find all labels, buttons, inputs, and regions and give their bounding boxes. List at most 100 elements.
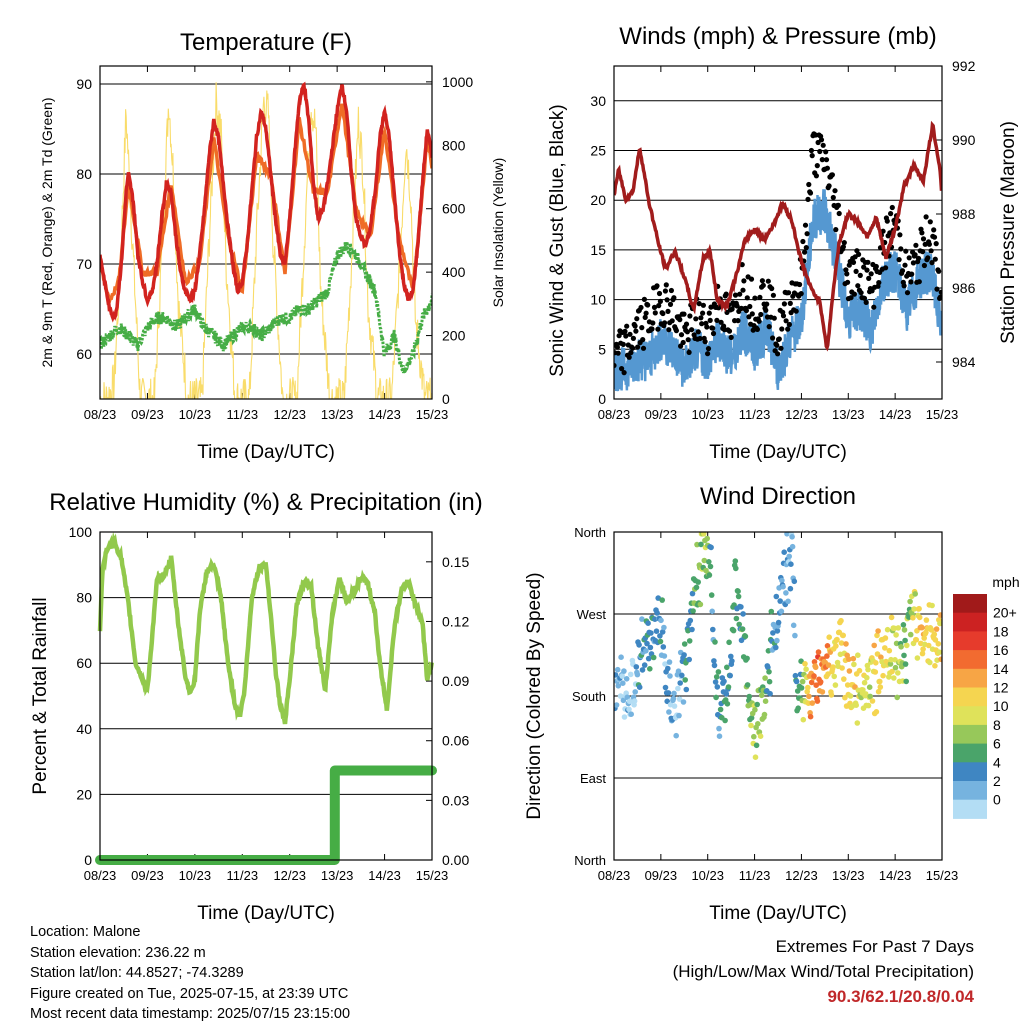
direction-point [928,627,935,633]
colorbar-title: mph [992,574,1019,590]
gust-point [817,148,823,155]
solar-insolation-line [100,82,432,399]
colorbar-swatch [953,612,987,632]
gust-point [718,319,724,325]
direction-point [726,639,732,646]
gust-point [678,332,685,338]
colorbar-swatch [953,781,987,801]
direction-point [636,684,643,690]
gust-point [634,316,640,322]
direction-point [889,668,895,675]
direction-point [855,652,861,658]
direction-plot-area [614,532,942,760]
gust-point [819,157,825,163]
direction-point [850,655,857,662]
direction-point [733,615,740,622]
temp-2m-line [100,81,432,323]
direction-point [774,637,780,644]
humidity-ytick-label: 0 [84,852,92,868]
direction-point [650,654,657,661]
direction-point [780,583,786,590]
gust-point [920,236,927,242]
colorbar-swatch [953,631,987,651]
direction-point [880,672,886,679]
gust-point [866,275,872,281]
direction-point [916,605,922,612]
station-location: Location: Malone [30,924,141,940]
gust-point [925,255,931,261]
gust-point [700,302,707,308]
direction-point [761,711,768,718]
direction-point [626,706,632,713]
direction-point [799,678,806,685]
winds-ytick-right-label: 992 [952,58,976,74]
gust-point [649,326,655,332]
gust-point [908,279,914,285]
direction-point [648,630,654,636]
direction-point [748,715,755,721]
gust-point [920,249,926,255]
direction-point [938,656,942,663]
direction-panel: Wind Direction Time (Day/UTC) 08/23 09/23 10… [524,483,1020,924]
humidity-xtick-label: 09/23 [131,868,164,883]
gust-point [739,262,745,268]
humidity-line [97,532,435,725]
direction-point [736,621,742,628]
direction-point [644,640,650,647]
gust-point [619,366,625,372]
gust-point [749,311,755,317]
direction-point [877,678,883,685]
temperature-ytick-right-label: 400 [442,264,466,280]
gust-point [757,294,763,300]
direction-point [661,624,667,631]
direction-point [673,732,679,739]
extremes-values: 90.3/62.1/20.8/0.04 [827,987,974,1006]
direction-point [878,654,884,660]
direction-point [798,685,805,691]
gust-point [652,310,658,316]
direction-point [724,664,730,671]
direction-point [686,656,692,663]
humidity-ytick-right-label: 0.12 [442,613,469,629]
gust-point [683,321,690,327]
gust-point [669,318,675,324]
direction-point [892,664,899,671]
gust-point [702,339,708,345]
gust-point [896,257,902,263]
gust-point [746,314,752,320]
gust-point [710,330,717,337]
gust-point [913,242,919,248]
direction-point [852,684,858,690]
direction-point [701,557,708,564]
gust-point [640,337,646,343]
figure-created: Figure created on Tue, 2025-07-15, at 23… [30,985,349,1002]
direction-point [828,692,835,698]
winds-xtick-label: 11/23 [739,407,771,422]
direction-point [744,682,751,688]
gust-point [766,324,772,330]
direction-xtick-label: 13/23 [832,868,865,883]
gust-point [744,295,750,301]
gust-point [655,326,661,332]
gust-point [781,301,788,307]
precipitation-line [95,765,437,865]
gust-point [833,227,839,233]
direction-point [815,649,822,655]
temperature-ytick-right-label: 200 [442,328,466,344]
direction-point [647,666,653,672]
gust-point [858,290,864,296]
direction-point [732,558,739,564]
direction-point [752,707,758,713]
direction-point [665,690,672,696]
direction-point [614,666,621,673]
direction-xtick-label: 15/23 [926,868,959,883]
temperature-ytick-label: 80 [76,166,92,182]
gust-point [861,264,867,270]
direction-point [667,673,673,679]
direction-point [753,742,760,749]
direction-point [882,645,888,651]
winds-title: Winds (mph) & Pressure (mb) [619,23,936,50]
gust-point [889,204,895,211]
gust-point [871,304,877,310]
station-info: Location: Malone Station elevation: 236.… [30,922,350,1025]
